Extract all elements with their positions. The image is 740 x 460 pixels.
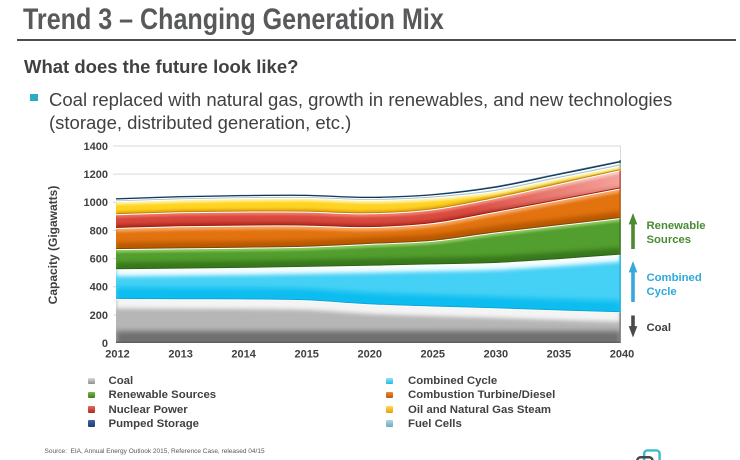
svg-text:Renewable: Renewable [647, 220, 706, 232]
svg-text:2012: 2012 [105, 349, 129, 361]
svg-text:2030: 2030 [484, 349, 508, 361]
svg-text:2040: 2040 [610, 349, 634, 361]
svg-text:Coal: Coal [647, 322, 671, 334]
svg-text:Combined: Combined [647, 272, 702, 284]
svg-text:200: 200 [90, 310, 108, 322]
svg-text:Capacity (Gigawatts): Capacity (Gigawatts) [46, 186, 60, 305]
svg-text:0: 0 [102, 338, 108, 350]
svg-text:600: 600 [90, 254, 108, 266]
svg-text:Sources: Sources [647, 234, 692, 246]
svg-text:2013: 2013 [168, 349, 192, 361]
svg-text:Cycle: Cycle [647, 286, 677, 298]
svg-text:800: 800 [90, 225, 108, 237]
svg-text:2020: 2020 [358, 349, 382, 361]
svg-text:400: 400 [90, 282, 108, 294]
svg-text:2014: 2014 [231, 349, 256, 361]
svg-text:1200: 1200 [84, 169, 108, 181]
svg-text:2025: 2025 [421, 349, 445, 361]
svg-text:1400: 1400 [84, 141, 108, 153]
svg-text:1000: 1000 [84, 197, 108, 209]
svg-text:2035: 2035 [547, 349, 571, 361]
svg-text:2015: 2015 [294, 349, 318, 361]
